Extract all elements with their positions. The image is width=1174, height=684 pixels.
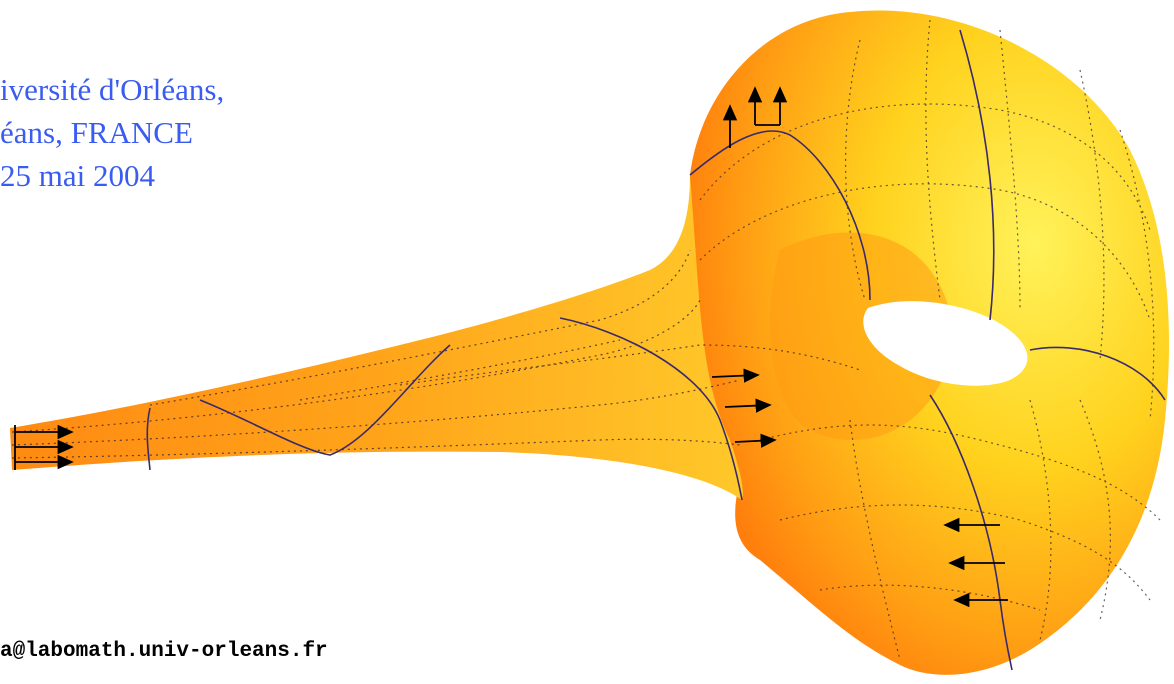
date-line: 25 mai 2004 (0, 158, 155, 193)
horn-body (10, 175, 743, 500)
torus-hole (863, 301, 1028, 386)
affiliation-line-1: iversité d'Orléans, (0, 72, 225, 107)
vector-arrows (14, 86, 1008, 608)
affiliation-line-2: éans, FRANCE (0, 115, 193, 150)
email-address: a@labomath.univ-orleans.fr (0, 640, 328, 663)
